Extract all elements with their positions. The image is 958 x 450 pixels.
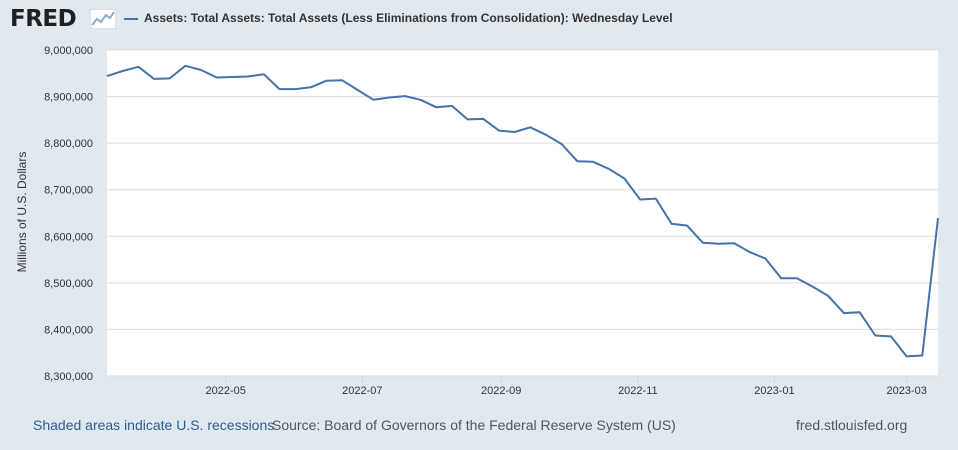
data-point[interactable]	[120, 68, 126, 74]
y-tick-label: 8,600,000	[44, 231, 93, 243]
x-tick-labels: 2022-05 2022-07 2022-09 2022-11 2023-01 2023-…	[206, 376, 927, 397]
data-point[interactable]	[590, 159, 596, 165]
y-tick-label: 9,000,000	[44, 45, 93, 57]
data-point[interactable]	[135, 64, 141, 70]
y-tick-label: 8,700,000	[44, 185, 93, 197]
data-point[interactable]	[465, 116, 471, 122]
data-point[interactable]	[167, 75, 173, 81]
x-tick-label: 2022-05	[206, 385, 246, 397]
legend-series-title[interactable]: Assets: Total Assets: Total Assets (Less…	[144, 11, 673, 25]
gridlines	[107, 49, 938, 377]
data-point[interactable]	[418, 97, 424, 103]
data-point[interactable]	[371, 97, 377, 103]
data-point[interactable]	[574, 158, 580, 164]
y-tick-label: 8,900,000	[44, 92, 93, 104]
chart-line-icon	[90, 9, 116, 29]
data-point[interactable]	[888, 333, 894, 339]
data-point[interactable]	[794, 275, 800, 281]
series-line[interactable]	[106, 64, 939, 358]
data-point[interactable]	[653, 196, 659, 202]
x-tick-label: 2022-11	[618, 385, 658, 397]
data-point[interactable]	[543, 132, 549, 138]
line-chart: 9,000,000 8,900,000 8,800,000 8,700,000 8,60…	[44, 45, 941, 397]
data-point[interactable]	[669, 221, 675, 227]
data-point[interactable]	[355, 87, 361, 93]
data-point[interactable]	[229, 74, 235, 80]
y-tick-label: 8,500,000	[44, 278, 93, 290]
data-point[interactable]	[935, 215, 941, 221]
data-point[interactable]	[778, 275, 784, 281]
data-point[interactable]	[402, 93, 408, 99]
data-point[interactable]	[151, 76, 157, 82]
series-group	[104, 63, 941, 359]
data-point[interactable]	[433, 104, 439, 110]
plot-area	[107, 50, 938, 376]
data-point[interactable]	[716, 241, 722, 247]
data-point[interactable]	[449, 103, 455, 109]
data-point[interactable]	[480, 116, 486, 122]
data-point[interactable]	[700, 240, 706, 246]
data-point[interactable]	[919, 353, 925, 359]
data-point[interactable]	[277, 86, 283, 92]
recessions-link[interactable]: Shaded areas indicate U.S. recessions	[33, 417, 275, 433]
legend-series-swatch	[124, 18, 138, 20]
data-point[interactable]	[527, 124, 533, 130]
source-text: Source: Board of Governors of the Federa…	[272, 417, 676, 433]
data-point[interactable]	[245, 74, 251, 80]
data-point[interactable]	[825, 293, 831, 299]
data-point[interactable]	[386, 95, 392, 101]
data-point[interactable]	[261, 71, 267, 77]
data-point[interactable]	[308, 84, 314, 90]
data-point[interactable]	[324, 78, 330, 84]
y-tick-label: 8,400,000	[44, 324, 93, 336]
fred-site-link[interactable]: fred.stlouisfed.org	[796, 417, 908, 433]
data-point[interactable]	[104, 73, 110, 79]
data-point[interactable]	[637, 197, 643, 203]
data-point[interactable]	[747, 249, 753, 255]
y-tick-labels: 9,000,000 8,900,000 8,800,000 8,700,000 8,60…	[44, 45, 93, 383]
x-tick-label: 2023-01	[754, 385, 794, 397]
data-point[interactable]	[559, 141, 565, 147]
data-point[interactable]	[684, 223, 690, 229]
x-tick-label: 2023-03	[886, 385, 926, 397]
data-point[interactable]	[292, 86, 298, 92]
data-point[interactable]	[496, 128, 502, 134]
x-tick-label: 2022-07	[342, 385, 382, 397]
fred-logo[interactable]: FRED	[10, 6, 77, 32]
y-tick-label: 8,800,000	[44, 138, 93, 150]
data-point[interactable]	[904, 353, 910, 359]
data-point[interactable]	[857, 309, 863, 315]
data-point[interactable]	[214, 75, 220, 81]
data-point[interactable]	[606, 166, 612, 172]
data-point[interactable]	[872, 333, 878, 339]
data-point[interactable]	[763, 256, 769, 262]
data-point[interactable]	[512, 129, 518, 135]
data-point[interactable]	[339, 77, 345, 83]
y-tick-label: 8,300,000	[44, 371, 93, 383]
data-point[interactable]	[841, 310, 847, 316]
chart-header: FRED Assets: Total Assets: Total Assets …	[0, 0, 958, 40]
x-tick-label: 2022-09	[481, 385, 521, 397]
data-point[interactable]	[810, 284, 816, 290]
data-point[interactable]	[198, 67, 204, 73]
data-point[interactable]	[621, 176, 627, 182]
data-point[interactable]	[182, 63, 188, 69]
data-point[interactable]	[731, 240, 737, 246]
